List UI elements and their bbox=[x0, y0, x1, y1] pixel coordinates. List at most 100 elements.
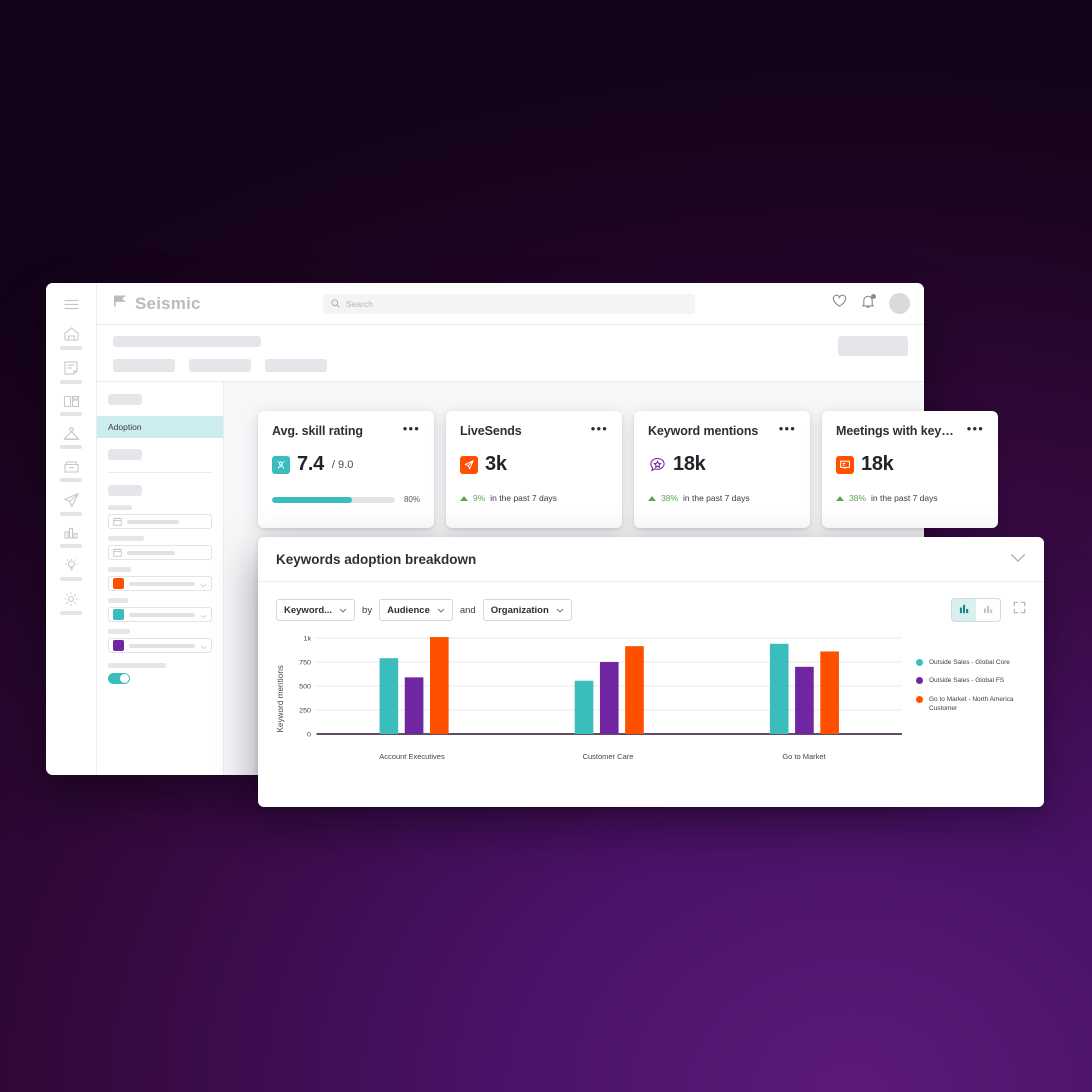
filter-field-color-3 bbox=[108, 629, 212, 653]
group-select[interactable]: Organization bbox=[482, 599, 572, 621]
kpi-header: LiveSends ••• bbox=[460, 421, 608, 438]
skeleton-nav-item bbox=[108, 394, 142, 405]
trend-up-icon bbox=[648, 495, 656, 501]
hamburger-icon bbox=[63, 299, 79, 310]
rail-item-home[interactable] bbox=[54, 326, 88, 350]
more-options-icon[interactable]: ••• bbox=[402, 421, 420, 436]
rail-item-settings[interactable] bbox=[54, 591, 88, 615]
kpi-value: 3k bbox=[485, 453, 507, 475]
bar[interactable] bbox=[820, 651, 839, 734]
rail-label bbox=[60, 478, 82, 482]
bar-chart-svg: 0 250 500 750 1k bbox=[299, 636, 902, 739]
field-value-skeleton bbox=[129, 643, 195, 648]
gear-icon bbox=[63, 591, 79, 607]
chevron-down-icon bbox=[437, 605, 445, 616]
rail-label bbox=[60, 445, 82, 449]
paper-plane-icon bbox=[63, 492, 80, 508]
progress-track bbox=[272, 496, 395, 503]
more-options-icon[interactable]: ••• bbox=[966, 421, 984, 436]
legend-item[interactable]: Outside Sales - Global Core bbox=[916, 658, 1026, 667]
kpi-value-sub: / 9.0 bbox=[331, 458, 354, 471]
kpi-card-avg-skill-rating[interactable]: Avg. skill rating ••• 7.4 / 9.0 80% bbox=[258, 411, 434, 528]
kpi-title: Avg. skill rating bbox=[272, 424, 363, 438]
date-input[interactable] bbox=[108, 545, 212, 560]
color-select[interactable] bbox=[108, 576, 212, 591]
trend-percent: 9% bbox=[473, 493, 486, 503]
kpi-title: Meetings with key… bbox=[836, 424, 954, 438]
rail-item-notes[interactable] bbox=[54, 360, 88, 384]
chart-toolbar-right bbox=[951, 598, 1026, 622]
chart-legend: Outside Sales - Global Core Outside Sales… bbox=[902, 636, 1026, 761]
expand-icon[interactable] bbox=[1013, 601, 1026, 619]
legend-item[interactable]: Outside Sales - Global FS bbox=[916, 676, 1026, 685]
bar[interactable] bbox=[404, 677, 424, 734]
field-label-skeleton bbox=[108, 536, 144, 541]
rail-item-send[interactable] bbox=[54, 492, 88, 516]
bar[interactable] bbox=[574, 680, 594, 734]
bar[interactable] bbox=[599, 662, 619, 734]
avatar[interactable] bbox=[889, 293, 910, 314]
bar[interactable] bbox=[379, 658, 399, 734]
y-tick-label: 0 bbox=[307, 732, 311, 739]
legend-label: Go to Market - North America Customer bbox=[929, 695, 1014, 713]
brand-logo[interactable]: Seismic bbox=[113, 294, 319, 314]
plot-area: Keyword mentions 0 250 500 750 1k Account Ex… bbox=[276, 636, 1026, 761]
calendar-icon bbox=[113, 544, 122, 562]
filter-field-date-2 bbox=[108, 536, 212, 560]
rail-item-insights[interactable] bbox=[54, 558, 88, 581]
kpi-card-livesends[interactable]: LiveSends ••• 3k 9% in the past 7 days bbox=[446, 411, 622, 528]
metric-select[interactable]: Keyword... bbox=[276, 599, 356, 621]
color-select[interactable] bbox=[108, 638, 212, 653]
dimension-select[interactable]: Audience bbox=[379, 599, 453, 621]
more-options-icon[interactable]: ••• bbox=[778, 421, 796, 436]
filter-toggle[interactable] bbox=[108, 673, 130, 684]
filter-field-color-2 bbox=[108, 598, 212, 622]
rail-item-files[interactable] bbox=[54, 459, 88, 482]
kpi-trend: 9% in the past 7 days bbox=[460, 493, 608, 503]
chevron-down-icon[interactable] bbox=[1010, 550, 1026, 568]
skeleton-tab bbox=[189, 359, 251, 372]
rail-label bbox=[60, 412, 82, 416]
skill-badge-icon bbox=[272, 455, 290, 474]
nav-item-adoption[interactable]: Adoption bbox=[97, 416, 223, 438]
lightbulb-icon bbox=[63, 558, 80, 573]
field-value-skeleton bbox=[127, 550, 175, 555]
bar[interactable] bbox=[429, 637, 449, 734]
kpi-card-meetings-with-keywords[interactable]: Meetings with key… ••• 18k 38% in the pa… bbox=[822, 411, 998, 528]
y-axis-label: Keyword mentions bbox=[276, 664, 285, 733]
files-icon bbox=[63, 459, 80, 474]
more-options-icon[interactable]: ••• bbox=[590, 421, 608, 436]
book-icon bbox=[63, 394, 80, 408]
conjunction-by: by bbox=[362, 604, 373, 616]
color-swatch-teal bbox=[113, 609, 124, 620]
skeleton-nav-item bbox=[108, 449, 142, 460]
legend-color-dot bbox=[916, 695, 923, 703]
chevron-down-icon bbox=[556, 605, 564, 616]
page-header-skeleton bbox=[97, 325, 924, 382]
skeleton-tabs bbox=[113, 359, 908, 372]
grouped-bar-view-button[interactable] bbox=[952, 599, 976, 621]
stacked-bar-view-button[interactable] bbox=[976, 599, 1000, 621]
search-box[interactable] bbox=[323, 293, 695, 314]
filter-field-color-1 bbox=[108, 567, 212, 591]
legend-label: Outside Sales - Global Core bbox=[929, 659, 1010, 666]
field-value-skeleton bbox=[129, 581, 195, 586]
bar[interactable] bbox=[769, 643, 789, 734]
kpi-card-keyword-mentions[interactable]: Keyword mentions ••• 18k 38% in the past… bbox=[634, 411, 810, 528]
x-axis-categories: Account Executives Customer Care Go to Mar… bbox=[314, 752, 902, 761]
chevron-down-icon bbox=[200, 606, 207, 624]
color-select[interactable] bbox=[108, 607, 212, 622]
rail-item-library[interactable] bbox=[54, 394, 88, 416]
rail-item-analytics[interactable] bbox=[54, 526, 88, 548]
field-value-skeleton bbox=[127, 519, 179, 524]
legend-item[interactable]: Go to Market - North America Customer bbox=[916, 695, 1026, 714]
live-send-icon bbox=[460, 455, 478, 474]
bell-icon[interactable] bbox=[861, 293, 876, 314]
bar[interactable] bbox=[625, 646, 644, 734]
heart-icon[interactable] bbox=[832, 294, 847, 313]
bar[interactable] bbox=[795, 666, 814, 734]
rail-item-presenter[interactable] bbox=[54, 426, 88, 449]
menu-toggle-button[interactable] bbox=[54, 299, 88, 310]
date-input[interactable] bbox=[108, 514, 212, 529]
search-input[interactable] bbox=[346, 298, 687, 309]
